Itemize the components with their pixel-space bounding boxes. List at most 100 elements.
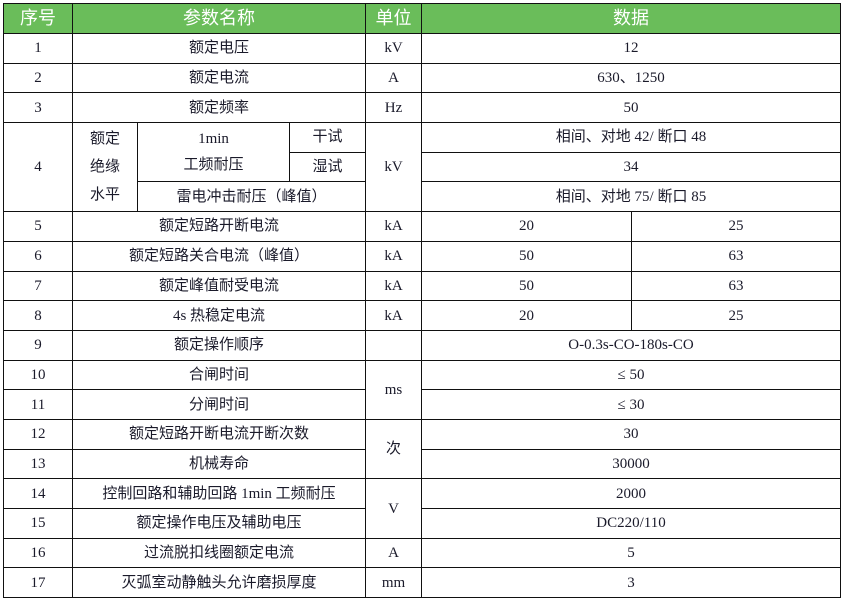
table-row: 17 灭弧室动静触头允许磨损厚度 mm 3 <box>3 567 842 599</box>
header-param: 参数名称 <box>71 3 367 34</box>
header-data: 数据 <box>421 3 842 34</box>
row-value-a: 20 <box>421 211 633 242</box>
row-name: 4s 热稳定电流 <box>71 300 367 331</box>
row-unit: A <box>365 62 423 94</box>
row-index: 5 <box>3 211 73 242</box>
row-unit: Hz <box>365 92 423 124</box>
row-value-b: 25 <box>631 211 842 242</box>
group-line: 水平 <box>89 187 120 204</box>
table-row: 14 控制回路和辅助回路 1min 工频耐压 V 2000 <box>3 478 842 539</box>
parameter-table: 序号 参数名称 单位 数据 1 额定电压 kV 12 2 额定电流 A 630、… <box>3 3 842 599</box>
header-index: 序号 <box>3 3 73 34</box>
wet-test-label: 湿试 <box>288 151 367 183</box>
row-name: 额定短路开断电流开断次数 <box>71 418 367 450</box>
row-unit: kA <box>365 211 423 242</box>
row-name: 分闸时间 <box>71 389 367 420</box>
row-value: DC220/110 <box>421 508 842 539</box>
header-unit: 单位 <box>365 3 423 34</box>
row-unit: 次 <box>365 418 423 480</box>
table-row: 4 额定 绝缘 水平 1min 工频耐压 干试 kV 相间、对地 42/ 断口 … <box>3 122 842 213</box>
group-line: 绝缘 <box>89 159 120 176</box>
table-row: 3 额定频率 Hz 50 <box>3 92 842 124</box>
row-name: 灭弧室动静触头允许磨损厚度 <box>71 567 367 599</box>
table-row: 11 分闸时间 ≤ 30 <box>3 389 842 420</box>
row-index: 8 <box>3 300 73 331</box>
row-value-b: 63 <box>631 240 842 272</box>
row-name: 额定频率 <box>71 92 367 124</box>
table-row: 16 过流脱扣线圈额定电流 A 5 <box>3 537 842 569</box>
sub-line: 工频耐压 <box>183 157 244 174</box>
row-index: 14 <box>3 478 73 509</box>
insulation-group-label: 额定 绝缘 水平 <box>72 122 138 213</box>
row-name: 机械寿命 <box>71 448 367 480</box>
row-value: 34 <box>421 151 842 183</box>
power-frequency-label: 1min 工频耐压 <box>137 122 290 183</box>
table-row: 1 额定电压 kV 12 <box>3 33 842 64</box>
row-unit: A <box>365 537 423 569</box>
row-index: 4 <box>3 122 73 213</box>
row-index: 15 <box>3 508 73 539</box>
table-row: 13 机械寿命 30000 <box>3 448 842 480</box>
impulse-label: 雷电冲击耐压（峰值） <box>136 181 367 213</box>
row-index: 2 <box>3 62 73 94</box>
row-index: 9 <box>3 329 73 361</box>
row-index: 6 <box>3 240 73 272</box>
sub-line: 1min <box>198 131 229 148</box>
row-name: 额定短路开断电流 <box>71 211 367 242</box>
group-line: 额定 <box>89 131 120 148</box>
row-value: O-0.3s-CO-180s-CO <box>421 329 842 361</box>
row-name: 过流脱扣线圈额定电流 <box>71 537 367 569</box>
row-name: 额定峰值耐受电流 <box>71 270 367 302</box>
row-value-a: 50 <box>421 240 633 272</box>
row-value: 30 <box>421 418 842 450</box>
table-row: 湿试 34 <box>4 151 842 183</box>
table-row: 12 额定短路开断电流开断次数 次 30 <box>3 418 842 480</box>
row-index: 16 <box>3 537 73 569</box>
row-index: 11 <box>3 389 73 420</box>
row-value: 30000 <box>421 448 842 480</box>
row-name: 额定操作顺序 <box>71 329 367 361</box>
row-name: 额定电流 <box>71 62 367 94</box>
row-name: 控制回路和辅助回路 1min 工频耐压 <box>71 478 367 509</box>
table-row: 2 额定电流 A 630、1250 <box>3 62 842 94</box>
row-value-b: 63 <box>631 270 842 302</box>
row-index: 10 <box>3 359 73 391</box>
row-unit: kA <box>365 270 423 302</box>
header-row: 序号 参数名称 单位 数据 <box>3 3 842 34</box>
row-unit: kA <box>365 240 423 272</box>
table-row: 15 额定操作电压及辅助电压 DC220/110 <box>3 508 842 539</box>
row-unit: kV <box>365 122 423 213</box>
row-index: 17 <box>3 567 73 599</box>
row-index: 1 <box>3 33 73 64</box>
table-row: 9 额定操作顺序 O-0.3s-CO-180s-CO <box>3 329 842 361</box>
table-row: 雷电冲击耐压（峰值） 相间、对地 75/ 断口 85 <box>4 181 842 213</box>
table-row: 8 4s 热稳定电流 kA 20 25 <box>3 300 842 331</box>
row-value: 相间、对地 42/ 断口 48 <box>421 122 842 153</box>
dry-test-label: 干试 <box>288 122 367 153</box>
row-unit: kA <box>365 300 423 331</box>
row-value-a: 50 <box>421 270 633 302</box>
row-name: 额定电压 <box>71 33 367 64</box>
row-name: 额定操作电压及辅助电压 <box>71 508 367 539</box>
table-row: 10 合闸时间 ms ≤ 50 <box>3 359 842 420</box>
row-unit: kV <box>365 33 423 64</box>
row-unit: V <box>365 478 423 539</box>
row-index: 13 <box>3 448 73 480</box>
row-name: 额定短路关合电流（峰值） <box>71 240 367 272</box>
row-value: 3 <box>421 567 842 599</box>
row-name: 合闸时间 <box>71 359 367 391</box>
row-value: ≤ 50 <box>421 359 842 391</box>
row-value: 12 <box>421 33 842 64</box>
table-row: 6 额定短路关合电流（峰值） kA 50 63 <box>3 240 842 272</box>
row-index: 3 <box>3 92 73 124</box>
row-value-a: 20 <box>421 300 633 331</box>
table-row: 5 额定短路开断电流 kA 20 25 <box>3 211 842 242</box>
row-index: 12 <box>3 418 73 450</box>
row-value-b: 25 <box>631 300 842 331</box>
row-unit: mm <box>365 567 423 599</box>
row-index: 7 <box>3 270 73 302</box>
row-value: 2000 <box>421 478 842 509</box>
row-value: 50 <box>421 92 842 124</box>
row-value: 630、1250 <box>421 62 842 94</box>
table-row: 7 额定峰值耐受电流 kA 50 63 <box>3 270 842 302</box>
